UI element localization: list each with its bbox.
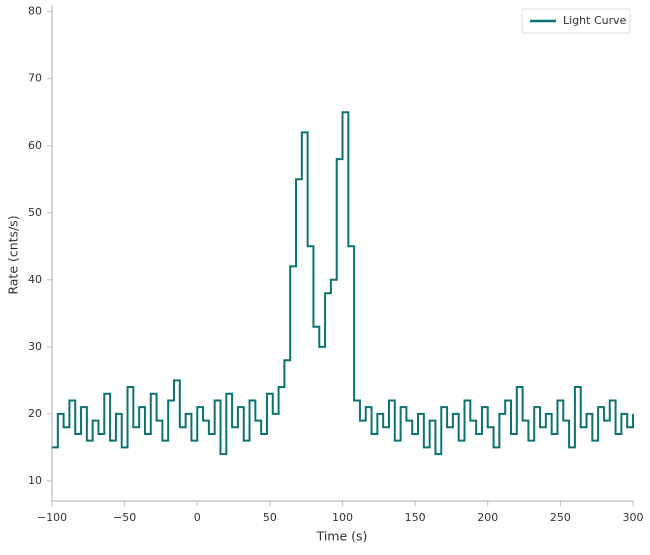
y-tick-label: 60 <box>28 139 42 152</box>
legend-label: Light Curve <box>563 14 627 27</box>
y-tick-label: 30 <box>28 340 42 353</box>
x-tick-label: 300 <box>623 511 644 524</box>
x-tick-label: 0 <box>194 511 201 524</box>
x-tick-label: −50 <box>113 511 136 524</box>
x-tick-label: 200 <box>477 511 498 524</box>
y-axis-label: Rate (cnts/s) <box>6 215 21 294</box>
y-tick-label: 10 <box>28 474 42 487</box>
light-curve <box>52 111 634 456</box>
x-axis-label: Time (s) <box>316 529 368 544</box>
legend: Light Curve <box>521 8 631 34</box>
y-tick-label: 50 <box>28 206 42 219</box>
x-tick-label: 250 <box>550 511 571 524</box>
x-tick-label: −100 <box>37 511 67 524</box>
y-tick-label: 80 <box>28 5 42 18</box>
x-tick-label: 150 <box>405 511 426 524</box>
x-tick-label: 50 <box>263 511 277 524</box>
legend-box <box>521 8 631 34</box>
y-tick-label: 70 <box>28 72 42 85</box>
x-tick-label: 100 <box>332 511 353 524</box>
y-tick-label: 40 <box>28 273 42 286</box>
y-tick-label: 20 <box>28 407 42 420</box>
